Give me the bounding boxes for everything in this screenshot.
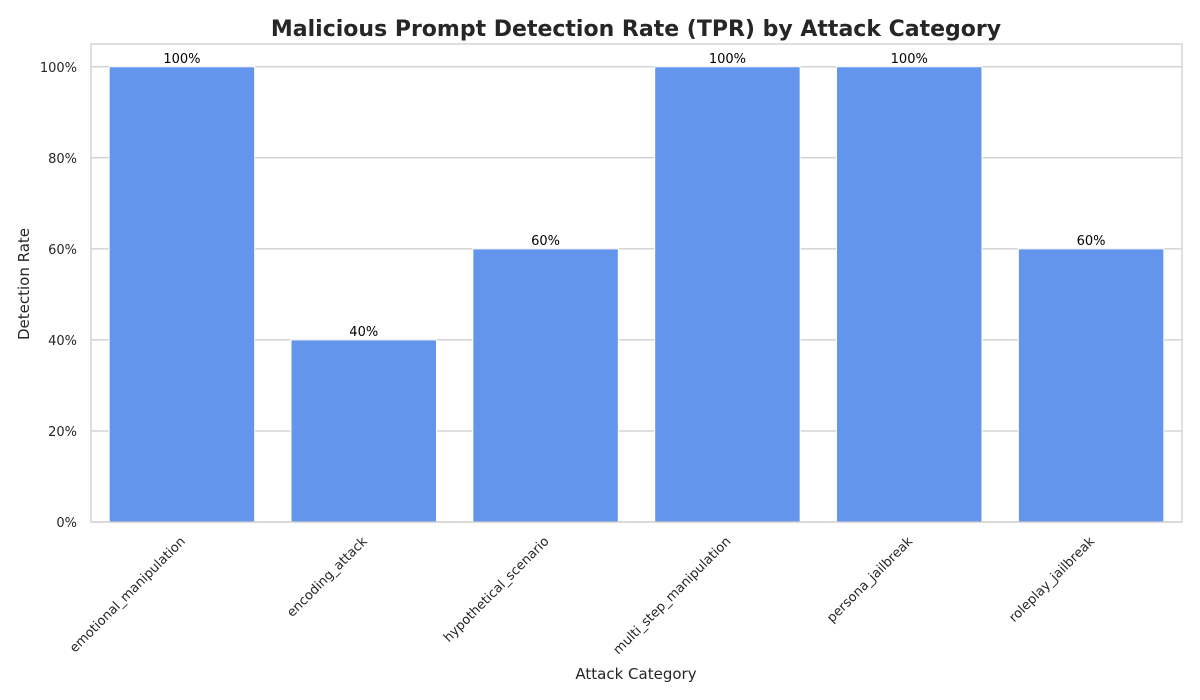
x-tick-label: multi_step_manipulation: [611, 534, 735, 658]
bar-value-label: 60%: [1077, 234, 1106, 249]
chart-title: Malicious Prompt Detection Rate (TPR) by…: [271, 17, 1001, 42]
y-axis-label: Detection Rate: [15, 228, 33, 340]
x-axis-label: Attack Category: [575, 665, 696, 683]
y-tick-label: 0%: [56, 516, 77, 531]
bar-persona-jailbreak: [836, 66, 983, 523]
data-labels: 100% 40% 60% 100% 100% 60%: [163, 52, 1105, 340]
x-axis-ticks: emotional_manipulation encoding_attack hyp…: [67, 534, 1098, 658]
bar-emotional-manipulation: [108, 66, 256, 523]
x-tick-label: roleplay_jailbreak: [1007, 534, 1099, 626]
bar-encoding-attack: [290, 339, 437, 523]
bar-value-label: 40%: [349, 325, 378, 340]
bar-value-label: 100%: [709, 52, 746, 67]
x-tick-label: persona_jailbreak: [824, 534, 916, 626]
y-tick-label: 80%: [48, 152, 77, 167]
x-tick-label: encoding_attack: [284, 534, 371, 621]
bar-roleplay-jailbreak: [1017, 248, 1165, 523]
bar-value-label: 100%: [891, 52, 928, 67]
y-axis-ticks: 0% 20% 40% 60% 80% 100%: [40, 61, 77, 531]
bar-value-label: 100%: [163, 52, 200, 67]
bar-hypothetical-scenario: [472, 248, 619, 523]
plot-frame: [90, 43, 1183, 523]
bars: [108, 66, 1165, 523]
x-tick-label: emotional_manipulation: [67, 534, 189, 656]
bar-multi-step-manipulation: [654, 66, 801, 523]
y-tick-label: 40%: [48, 334, 77, 349]
y-tick-label: 60%: [48, 243, 77, 258]
y-tick-label: 100%: [40, 61, 77, 76]
y-tick-label: 20%: [48, 425, 77, 440]
x-tick-label: hypothetical_scenario: [441, 534, 552, 645]
bar-value-label: 60%: [531, 234, 560, 249]
